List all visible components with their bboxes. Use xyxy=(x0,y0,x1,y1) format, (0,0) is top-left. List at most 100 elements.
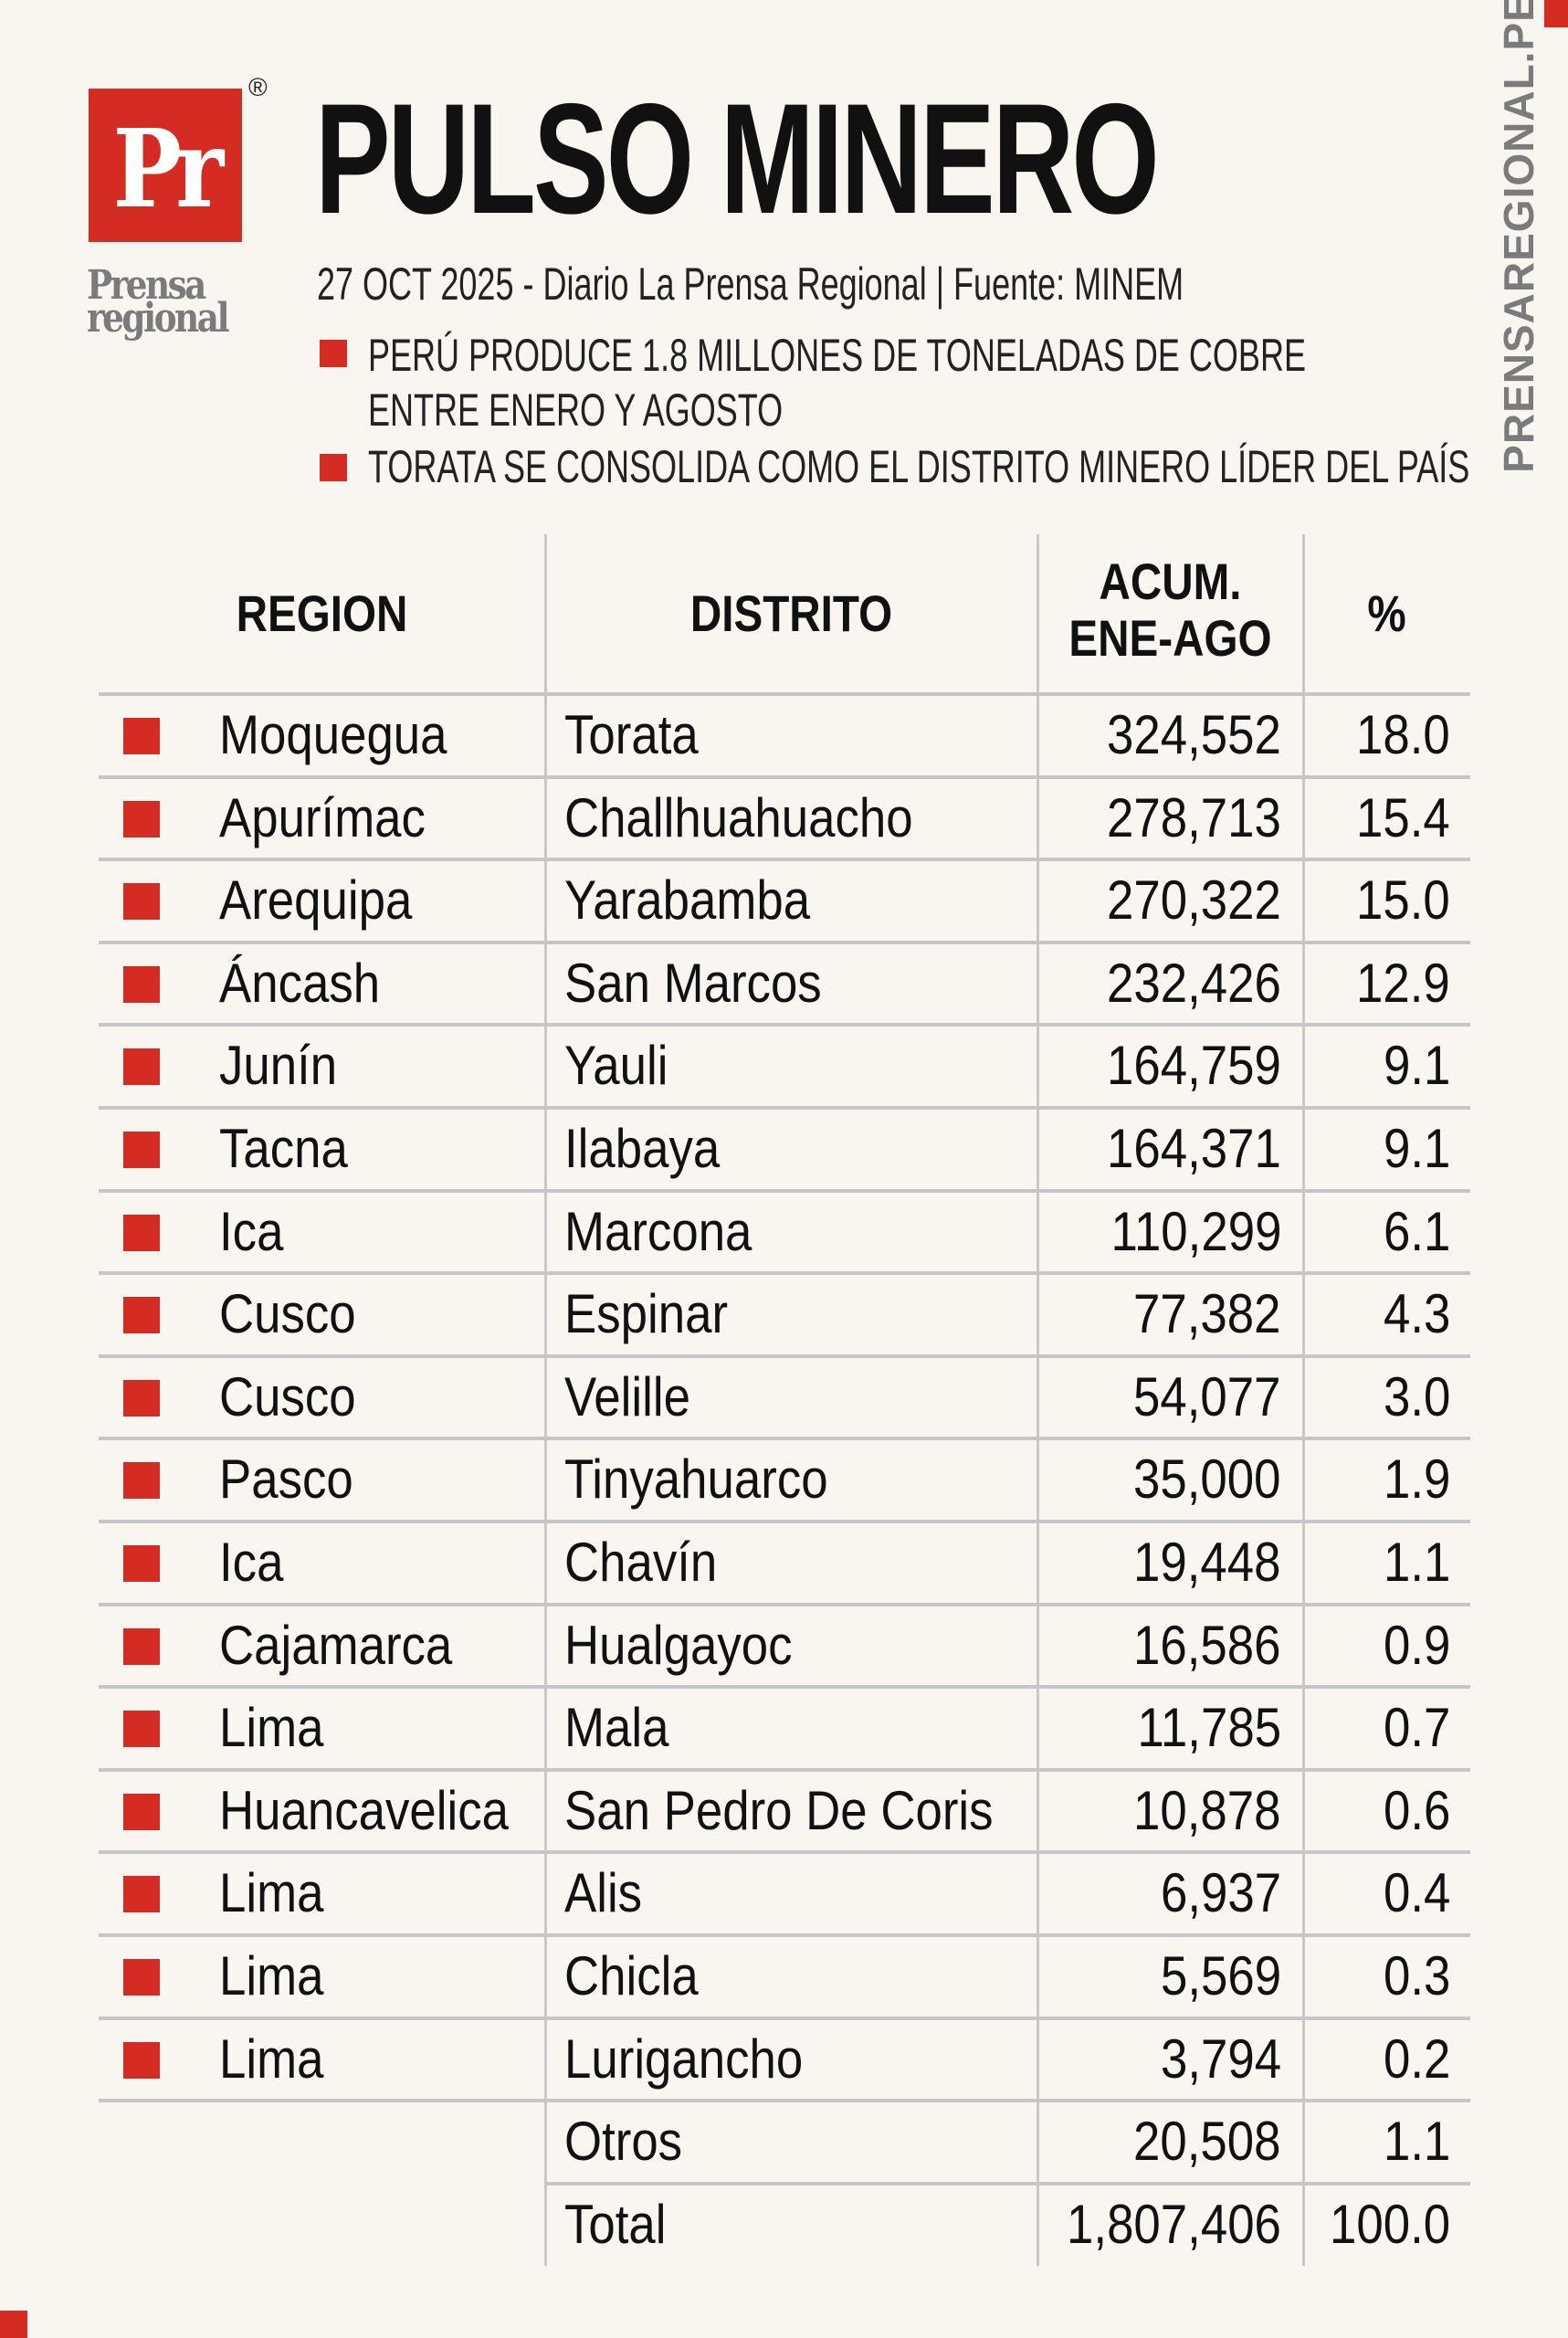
row-divider xyxy=(99,1188,1470,1193)
column-divider xyxy=(1037,534,1039,2267)
cell-acum: 5,569 xyxy=(1160,1945,1281,2006)
cell-distrito: Marcona xyxy=(564,1200,752,1262)
red-square-icon xyxy=(123,800,160,837)
cell-distrito: Tinyahuarco xyxy=(564,1448,828,1511)
red-square-icon xyxy=(123,2041,160,2079)
row-divider xyxy=(99,1850,1470,1855)
cell-distrito: Yauli xyxy=(564,1035,668,1097)
row-divider xyxy=(99,1933,1470,1937)
red-square-icon xyxy=(123,1048,160,1086)
row-divider xyxy=(99,1520,1470,1523)
row-divider xyxy=(99,1437,1470,1441)
cell-acum: 10,878 xyxy=(1133,1779,1281,1841)
cell-distrito: Hualgayoc xyxy=(564,1614,793,1676)
cell-pct: 0.2 xyxy=(1383,2027,1450,2090)
cell-acum: 6,937 xyxy=(1160,1862,1281,1924)
red-square-icon xyxy=(123,1959,160,1996)
row-divider xyxy=(99,1106,1470,1110)
red-square-icon xyxy=(123,718,160,754)
row-divider xyxy=(99,1767,1470,1772)
page-title: PULSO MINERO xyxy=(315,71,1160,247)
cell-acum: 16,586 xyxy=(1133,1614,1281,1676)
row-divider xyxy=(99,1685,1470,1690)
cell-region: Cajamarca xyxy=(219,1614,453,1676)
cell-distrito: San Pedro De Coris xyxy=(564,1779,994,1841)
registered-mark: ® xyxy=(248,73,268,101)
row-divider xyxy=(99,1023,1470,1027)
row-divider xyxy=(99,1271,1470,1276)
red-square-icon xyxy=(123,1711,160,1748)
cell-pct: 3.0 xyxy=(1383,1365,1450,1427)
bullet-icon xyxy=(320,454,347,481)
logo-word: regional xyxy=(87,295,230,342)
cell-pct: 0.7 xyxy=(1383,1697,1450,1759)
cell-region: Apurímac xyxy=(219,786,426,848)
cell-acum: 164,371 xyxy=(1107,1118,1281,1179)
cell-region: Áncash xyxy=(219,952,381,1014)
red-square-icon xyxy=(123,883,160,921)
cell-distrito: Alis xyxy=(564,1862,643,1924)
cell-region: Arequipa xyxy=(219,869,413,932)
cell-acum: 110,299 xyxy=(1110,1200,1281,1262)
cell-pct: 9.1 xyxy=(1383,1118,1450,1179)
red-square-icon xyxy=(123,1132,160,1168)
red-square-icon xyxy=(123,965,160,1003)
cell-region: Cusco xyxy=(219,1365,356,1427)
cell-distrito: Mala xyxy=(564,1697,669,1759)
cell-acum: 232,426 xyxy=(1107,952,1281,1014)
red-square-icon xyxy=(123,1545,160,1582)
cell-pct: 100.0 xyxy=(1329,2193,1450,2255)
cell-distrito: Challhuahuacho xyxy=(564,786,913,848)
corner-accent xyxy=(1544,0,1568,27)
header-pct: % xyxy=(1367,584,1406,642)
cell-distrito: Ilabaya xyxy=(564,1118,721,1179)
red-square-icon xyxy=(123,1627,160,1665)
red-square-icon xyxy=(123,1462,160,1500)
cell-region: Lima xyxy=(219,1945,324,2006)
header-distrito: DISTRITO xyxy=(689,584,893,642)
cell-acum: 324,552 xyxy=(1107,704,1281,765)
header-region: REGION xyxy=(236,584,408,642)
site-url-text: PRENSAREGIONAL.PE xyxy=(1495,0,1542,473)
cell-region: Cusco xyxy=(219,1283,356,1345)
cell-region: Ica xyxy=(219,1532,284,1593)
cell-distrito: Yarabamba xyxy=(564,869,811,932)
row-divider xyxy=(99,940,1470,944)
cell-acum: 3,794 xyxy=(1160,2027,1281,2090)
subtitle: 27 OCT 2025 - Diario La Prensa Regional … xyxy=(317,258,1184,310)
logo-wordmark: Prensa regional xyxy=(87,262,230,342)
cell-pct: 6.1 xyxy=(1383,1200,1450,1262)
cell-pct: 18.0 xyxy=(1356,704,1450,765)
cell-pct: 1.1 xyxy=(1383,1532,1450,1593)
corner-accent xyxy=(0,2311,27,2338)
cell-acum: 54,077 xyxy=(1133,1365,1281,1427)
header-acum-line: ACUM. xyxy=(1099,553,1242,610)
cell-region: Junín xyxy=(219,1035,338,1097)
cell-pct: 15.4 xyxy=(1356,786,1450,848)
cell-region: Tacna xyxy=(219,1118,348,1179)
logo-word: Prensa xyxy=(87,262,206,309)
row-divider xyxy=(99,1602,1470,1606)
cell-distrito: Total xyxy=(564,2193,667,2255)
red-square-icon xyxy=(123,1793,160,1830)
cell-distrito: Otros xyxy=(564,2111,683,2173)
cell-region: Lima xyxy=(219,2027,324,2090)
cell-pct: 0.3 xyxy=(1383,1945,1450,2006)
cell-distrito: Lurigancho xyxy=(564,2027,804,2090)
cell-region: Ica xyxy=(219,1200,284,1262)
bullet-text: ENTRE ENERO Y AGOSTO xyxy=(368,384,784,436)
cell-region: Moquegua xyxy=(219,704,447,765)
red-square-icon xyxy=(123,1297,160,1334)
cell-pct: 1.1 xyxy=(1383,2111,1450,2173)
header-acum: ACUM. ENE-AGO xyxy=(1058,553,1283,667)
cell-pct: 15.0 xyxy=(1356,869,1450,932)
row-divider xyxy=(99,858,1470,862)
red-square-icon xyxy=(123,1379,160,1416)
row-divider xyxy=(99,692,1470,696)
header-acum-line: ENE-AGO xyxy=(1068,609,1272,667)
cell-region: Lima xyxy=(219,1697,324,1759)
cell-acum: 20,508 xyxy=(1133,2111,1281,2173)
bullet-text: PERÚ PRODUCE 1.8 MILLONES DE TONELADAS D… xyxy=(368,330,1306,381)
cell-acum: 270,322 xyxy=(1107,869,1281,932)
cell-distrito: San Marcos xyxy=(564,952,822,1014)
